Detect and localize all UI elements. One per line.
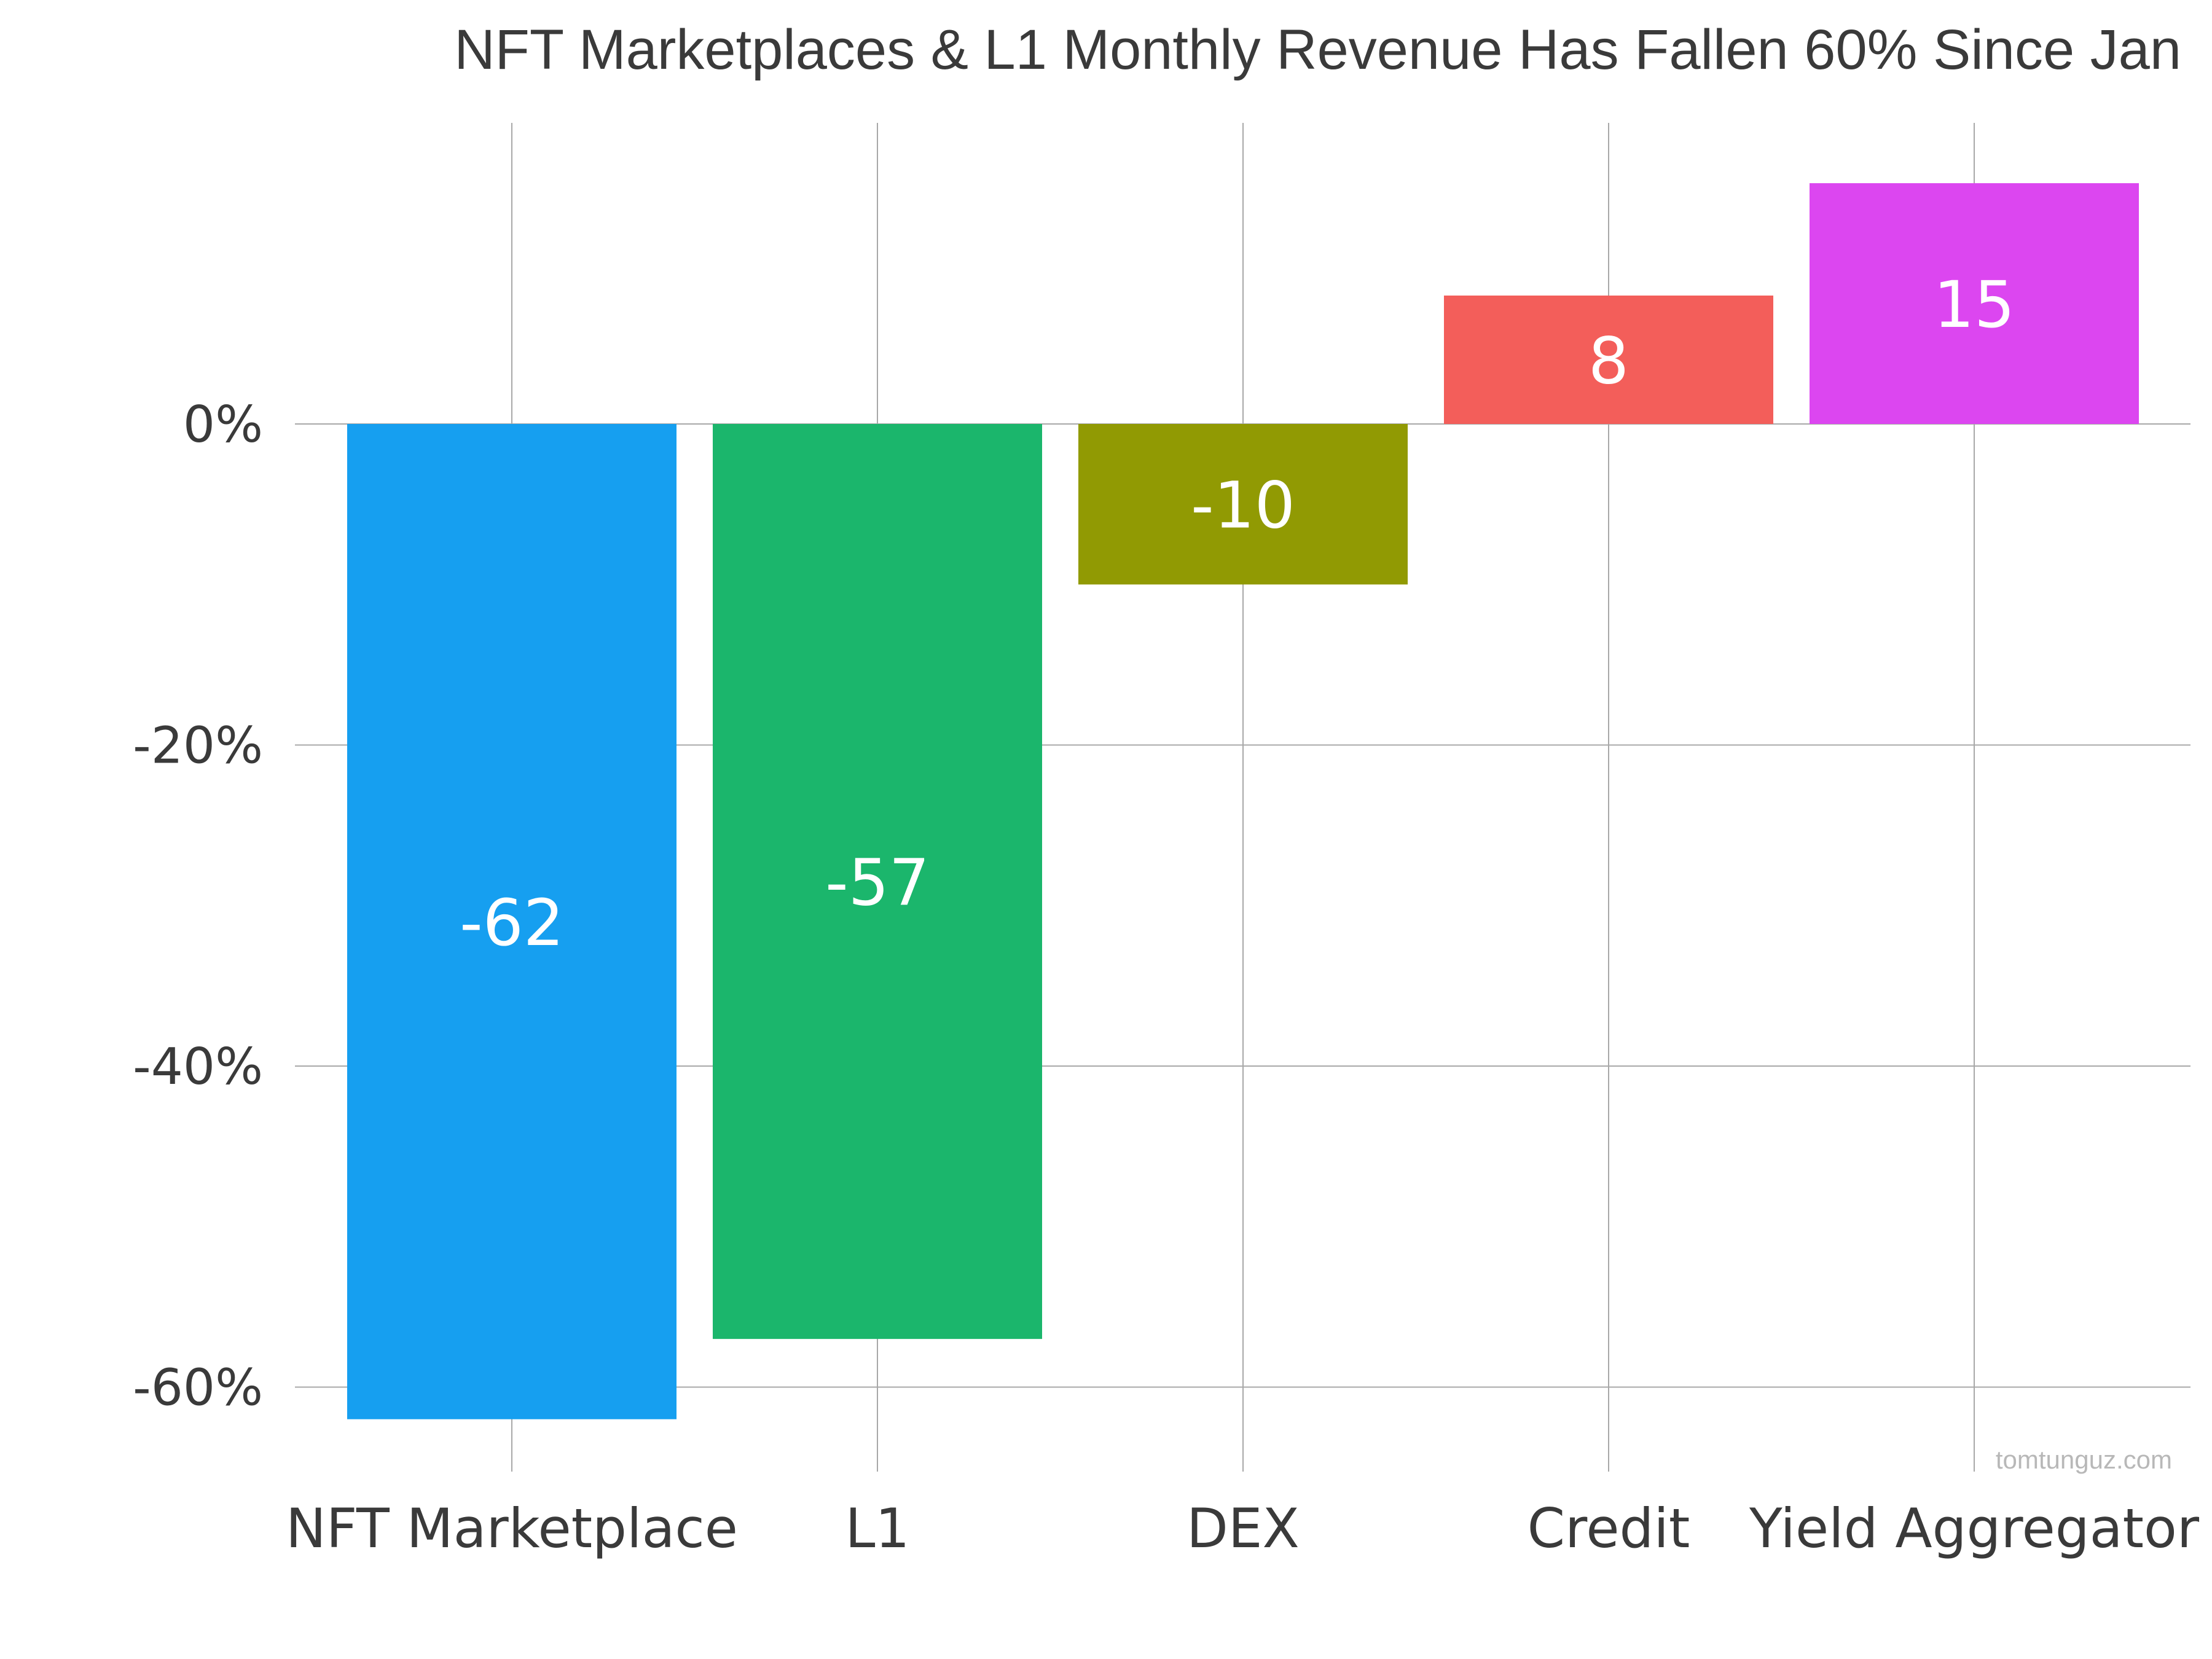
watermark-text: tomtunguz.com <box>1996 1445 2172 1474</box>
y-tick-label: -40% <box>133 1038 263 1096</box>
bar-value-label: 15 <box>1934 267 2015 342</box>
bar-value-label: 8 <box>1588 324 1629 399</box>
bar-value-label: -57 <box>825 845 930 920</box>
x-tick-label: Credit <box>1528 1497 1690 1560</box>
bar <box>1810 183 2139 424</box>
y-tick-label: 0% <box>183 396 263 454</box>
y-tick-label: -60% <box>133 1359 263 1418</box>
bar-value-label: -10 <box>1191 468 1295 543</box>
chart-title: NFT Marketplaces & L1 Monthly Revenue Ha… <box>454 18 2181 81</box>
x-tick-label: DEX <box>1186 1497 1300 1560</box>
x-axis-ticks: NFT Marketplace L1 DEX Credit Yield Aggregat… <box>286 1497 2200 1560</box>
bar <box>713 424 1042 1339</box>
bar <box>347 424 677 1419</box>
bar-value-label: -62 <box>460 885 564 960</box>
bar-labels: -62 -57 -10 8 15 <box>460 267 2015 960</box>
y-axis-ticks: 0% -20% -40% -60% <box>133 396 263 1418</box>
bars <box>347 183 2139 1419</box>
x-tick-label: L1 <box>845 1497 909 1560</box>
x-tick-label: Yield Aggregator <box>1749 1497 2200 1560</box>
bar <box>1078 424 1408 585</box>
x-tick-label: NFT Marketplace <box>286 1497 738 1560</box>
bar <box>1444 296 1773 424</box>
y-tick-label: -20% <box>133 717 263 775</box>
